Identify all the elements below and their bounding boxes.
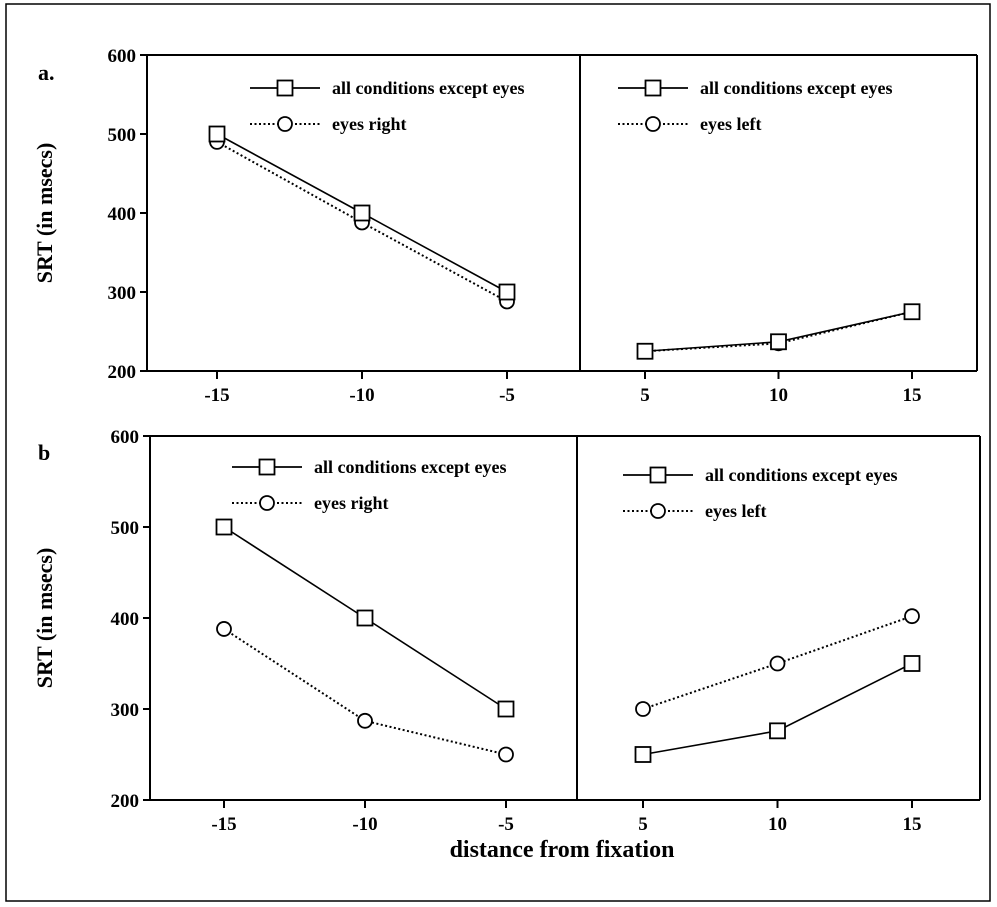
- subplot-left: all conditions except eyes eyes right: [208, 78, 524, 310]
- data-point-square: [208, 125, 226, 143]
- legend-square-marker: [258, 458, 276, 476]
- data-point-square: [497, 700, 515, 718]
- legend-label: all conditions except eyes: [705, 465, 897, 485]
- legend-label: eyes right: [332, 114, 406, 134]
- y-tick-label: 300: [108, 283, 137, 304]
- subplot-left: all conditions except eyes eyes right: [215, 457, 515, 763]
- legend-circle-marker: [277, 116, 293, 132]
- y-tick-label: 300: [111, 700, 140, 721]
- series-line-eyes: [223, 628, 507, 756]
- panel-a: a. 200 300 400 500 600 -15 -10 -5 5 10 15 SRT (in ms…: [32, 46, 978, 406]
- data-point-circle: [357, 712, 373, 729]
- series-line-eyes: [216, 141, 508, 303]
- data-point-square: [770, 333, 787, 351]
- data-point-square: [903, 303, 921, 321]
- legend-circle-marker: [650, 503, 666, 519]
- y-tick-label: 500: [111, 518, 140, 539]
- data-point-circle: [216, 621, 232, 637]
- panel-label: a.: [38, 60, 55, 85]
- series-line-all-conditions: [642, 662, 913, 756]
- figure-frame: [5, 3, 991, 902]
- y-tick-label: 600: [108, 46, 137, 67]
- x-tick-label: -10: [352, 814, 377, 835]
- x-tick-label: 15: [903, 814, 922, 835]
- y-tick-label: 400: [108, 204, 137, 225]
- y-tick-label: 600: [111, 427, 140, 448]
- legend-circle-marker: [259, 495, 275, 511]
- legend-circle-marker: [645, 116, 661, 132]
- legend: all conditions except eyes eyes right: [232, 457, 506, 513]
- y-tick-label: 500: [108, 125, 137, 146]
- y-axis-label: SRT (in msecs): [32, 143, 57, 284]
- subplot-right: all conditions except eyes eyes left: [618, 78, 921, 360]
- legend-label: all conditions except eyes: [314, 457, 506, 477]
- x-tick-label: 10: [769, 385, 788, 406]
- legend-label: eyes left: [700, 114, 761, 134]
- data-point-circle: [769, 655, 786, 672]
- x-tick-label: 10: [768, 814, 787, 835]
- x-tick-label: -15: [204, 385, 229, 406]
- data-point-square: [903, 655, 921, 672]
- legend: all conditions except eyes eyes left: [623, 465, 897, 521]
- data-point-square: [356, 609, 374, 627]
- y-tick-label: 400: [111, 609, 140, 630]
- data-point-circle: [635, 701, 651, 717]
- data-point-square: [353, 204, 371, 222]
- legend-label: all conditions except eyes: [332, 78, 524, 98]
- y-tick-label: 200: [108, 362, 137, 383]
- x-axis-label: distance from fixation: [450, 837, 675, 863]
- subplot-right: all conditions except eyes eyes left: [623, 465, 921, 763]
- x-tick-label: 5: [638, 814, 648, 835]
- legend-square-marker: [644, 79, 662, 97]
- y-tick-label: 200: [111, 791, 140, 812]
- legend-square-marker: [649, 466, 667, 484]
- legend-label: eyes right: [314, 493, 388, 513]
- data-point-square: [215, 518, 233, 536]
- x-tick-label: 15: [903, 385, 922, 406]
- legend-label: eyes left: [705, 501, 766, 521]
- x-tick-label: -10: [349, 385, 374, 406]
- x-tick-label: -15: [211, 814, 236, 835]
- data-point-square: [769, 722, 786, 740]
- data-point-circle: [904, 608, 920, 625]
- legend: all conditions except eyes eyes right: [250, 78, 524, 134]
- data-point-square: [498, 283, 516, 301]
- data-point-square: [636, 342, 654, 360]
- legend: all conditions except eyes eyes left: [618, 78, 892, 134]
- data-point-circle: [498, 746, 514, 763]
- panel-b: b 200 300 400 500 600 -15 -10 -5 5 10 15 SRT (in mse…: [32, 427, 981, 863]
- x-tick-label: -5: [499, 385, 515, 406]
- legend-label: all conditions except eyes: [700, 78, 892, 98]
- data-point-square: [634, 746, 652, 763]
- x-tick-label: -5: [498, 814, 514, 835]
- y-axis-label: SRT (in msecs): [32, 548, 57, 689]
- legend-square-marker: [276, 79, 294, 97]
- x-tick-label: 5: [640, 385, 650, 406]
- panel-label: b: [38, 440, 50, 465]
